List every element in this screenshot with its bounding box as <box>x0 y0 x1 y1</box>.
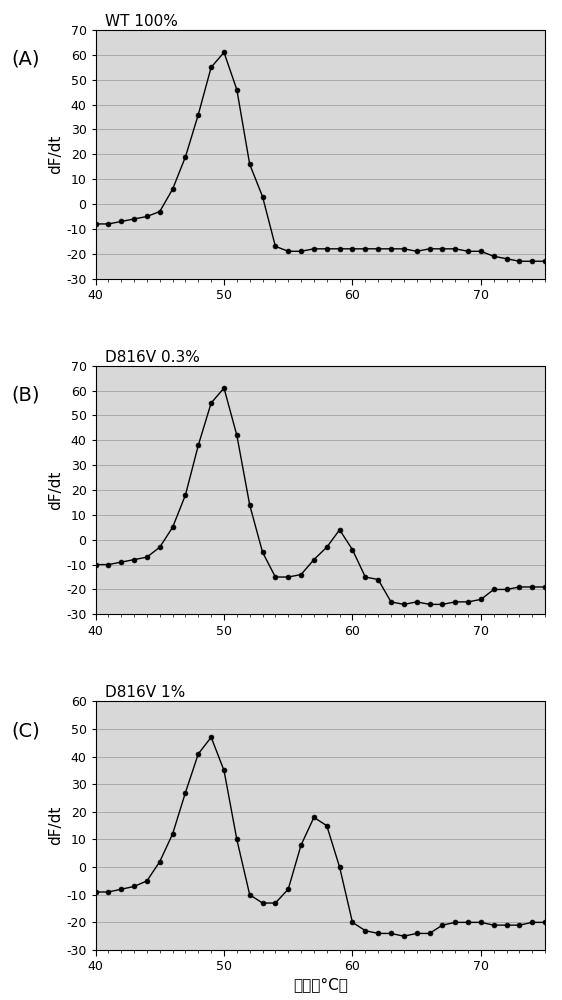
Text: D816V 1%: D816V 1% <box>105 685 185 700</box>
Y-axis label: dF/dt: dF/dt <box>48 806 64 845</box>
Text: (B): (B) <box>11 386 40 405</box>
Y-axis label: dF/dt: dF/dt <box>48 470 64 510</box>
Text: WT 100%: WT 100% <box>105 14 178 29</box>
Text: (A): (A) <box>11 50 40 69</box>
Text: (C): (C) <box>11 721 40 740</box>
Y-axis label: dF/dt: dF/dt <box>48 135 64 174</box>
Text: D816V 0.3%: D816V 0.3% <box>105 350 200 365</box>
X-axis label: 温度（°C）: 温度（°C） <box>293 978 348 993</box>
